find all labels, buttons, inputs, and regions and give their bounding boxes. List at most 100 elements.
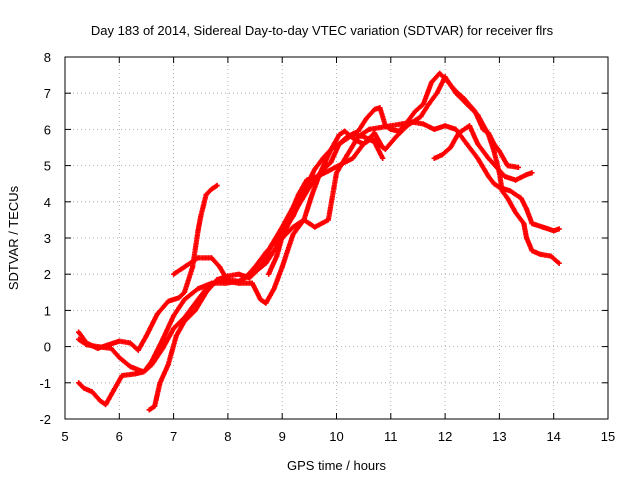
data-point-marker xyxy=(127,340,133,346)
data-point-marker xyxy=(209,255,215,261)
data-point-marker xyxy=(491,181,497,187)
data-point-marker xyxy=(252,264,258,270)
data-point-marker xyxy=(198,213,204,219)
data-point-marker xyxy=(173,333,179,339)
data-point-marker xyxy=(160,336,166,342)
data-point-marker xyxy=(111,387,117,393)
data-point-marker xyxy=(551,228,557,234)
data-point-marker xyxy=(426,101,432,107)
data-point-marker xyxy=(301,217,307,223)
y-axis: -2 -1 0 1 2 3 4 5 6 7 8 xyxy=(39,50,608,427)
data-point-marker xyxy=(434,90,440,96)
data-point-marker xyxy=(203,289,209,295)
data-point-marker xyxy=(404,123,410,129)
data-series-track-6 xyxy=(431,123,535,183)
data-point-marker xyxy=(195,286,201,292)
data-point-marker xyxy=(214,277,220,283)
data-point-marker xyxy=(418,114,424,120)
data-point-marker xyxy=(540,224,546,230)
data-point-marker xyxy=(195,255,201,261)
data-point-marker xyxy=(382,146,388,152)
data-point-marker xyxy=(453,126,459,132)
data-point-marker xyxy=(339,139,345,145)
data-point-marker xyxy=(214,182,220,189)
data-point-marker xyxy=(361,134,367,140)
y-tick-label: 3 xyxy=(44,231,51,246)
data-point-marker xyxy=(181,289,188,295)
data-point-marker xyxy=(494,164,500,171)
data-point-marker xyxy=(428,79,435,85)
data-point-marker xyxy=(271,286,277,292)
x-tick-label: 5 xyxy=(61,429,68,444)
data-point-marker xyxy=(464,101,470,107)
data-point-marker xyxy=(209,186,215,192)
data-point-marker xyxy=(485,132,492,138)
data-point-marker xyxy=(439,152,445,158)
data-point-marker xyxy=(309,191,315,198)
y-tick-label: 7 xyxy=(44,86,51,101)
data-point-marker xyxy=(154,311,160,317)
data-point-marker xyxy=(192,307,198,313)
data-point-marker xyxy=(518,195,524,201)
data-point-marker xyxy=(141,369,147,375)
data-point-marker xyxy=(529,248,535,254)
data-point-marker xyxy=(81,385,87,391)
data-point-marker xyxy=(247,275,253,281)
data-point-marker xyxy=(437,70,443,76)
data-point-marker xyxy=(442,74,448,80)
data-point-marker xyxy=(548,253,554,259)
chart-title: Day 183 of 2014, Sidereal Day-to-day VTE… xyxy=(91,23,554,38)
data-point-marker xyxy=(377,105,383,111)
data-point-marker xyxy=(75,329,82,335)
data-point-marker xyxy=(157,380,163,386)
data-point-marker xyxy=(371,130,378,136)
data-point-marker xyxy=(371,139,378,145)
data-point-marker xyxy=(513,177,519,183)
data-point-marker xyxy=(89,389,95,395)
data-point-marker xyxy=(366,126,372,132)
data-point-marker xyxy=(132,371,139,377)
data-point-marker xyxy=(325,168,331,174)
data-point-marker xyxy=(165,298,171,304)
data-point-marker xyxy=(431,126,437,132)
data-point-marker xyxy=(456,130,462,136)
data-point-marker xyxy=(420,101,426,107)
data-point-marker xyxy=(190,264,196,270)
y-tick-label: 2 xyxy=(44,267,51,282)
data-point-marker xyxy=(325,217,331,223)
x-tick-label: 15 xyxy=(601,429,615,444)
y-tick-label: -2 xyxy=(39,412,51,427)
data-point-marker xyxy=(160,345,166,352)
data-point-marker xyxy=(249,280,255,286)
y-tick-label: 1 xyxy=(44,303,51,318)
data-point-marker xyxy=(203,191,209,198)
data-point-marker xyxy=(171,271,177,277)
data-point-marker xyxy=(377,124,383,131)
plot-frame xyxy=(64,56,609,420)
data-series-track-1 xyxy=(75,182,220,353)
data-point-marker xyxy=(225,278,231,285)
series-markers xyxy=(431,123,535,183)
y-tick-label: 0 xyxy=(44,340,51,355)
x-axis: 5 6 7 8 9 10 11 12 13 14 15 xyxy=(61,57,615,444)
x-tick-label: 14 xyxy=(546,429,560,444)
data-point-marker xyxy=(464,141,470,147)
data-point-marker xyxy=(260,260,266,266)
data-point-marker xyxy=(556,226,562,232)
data-point-marker xyxy=(328,146,334,152)
data-point-marker xyxy=(361,141,367,147)
x-tick-label: 8 xyxy=(224,429,231,444)
data-point-marker xyxy=(485,155,492,161)
data-point-marker xyxy=(268,242,274,248)
data-point-marker xyxy=(339,161,345,167)
data-point-marker xyxy=(380,144,386,151)
data-point-marker xyxy=(352,137,359,143)
data-series-track-3 xyxy=(75,70,522,408)
data-point-marker xyxy=(475,155,481,161)
data-point-marker xyxy=(75,336,82,342)
data-point-marker xyxy=(363,115,369,122)
data-point-marker xyxy=(317,170,323,176)
data-point-marker xyxy=(171,313,177,319)
data-point-marker xyxy=(290,224,296,230)
data-point-marker xyxy=(263,300,269,306)
